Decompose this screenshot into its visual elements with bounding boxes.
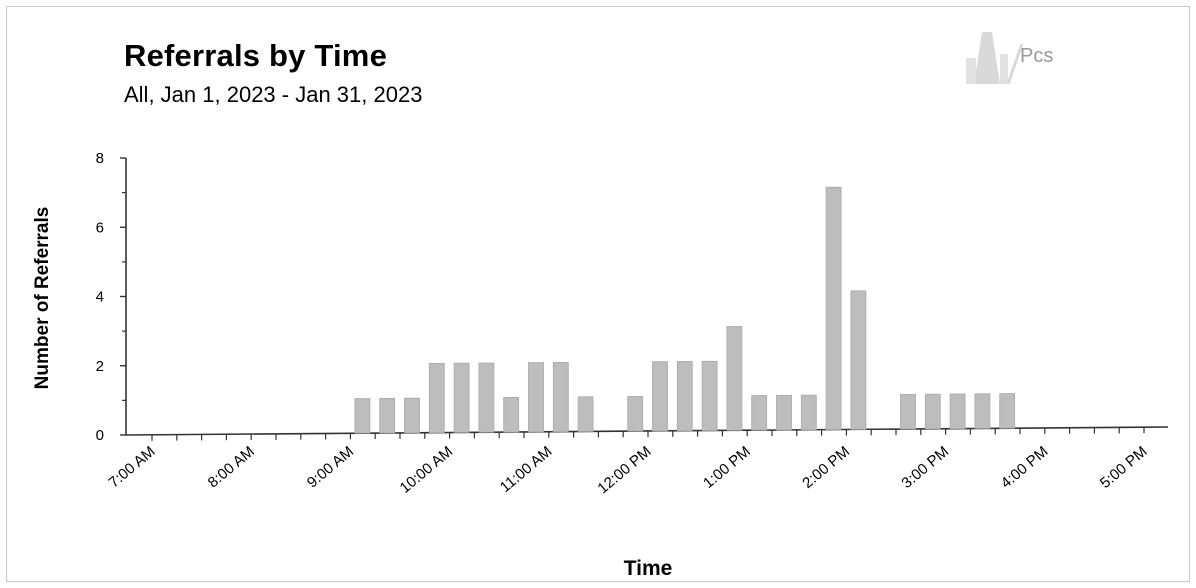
x-tick-label: 11:00 AM (497, 443, 556, 496)
bar (627, 396, 644, 432)
x-tick-label: 8:00 AM (205, 443, 258, 491)
logo-watermark-icon (966, 32, 1024, 85)
x-tick-label: 4:00 PM (998, 443, 1052, 492)
x-tick-label: 1:00 PM (700, 443, 754, 492)
bar (503, 397, 520, 433)
x-tick-label: 10:00 AM (397, 443, 456, 497)
chart-subtitle: All, Jan 1, 2023 - Jan 31, 2023 (124, 82, 423, 107)
bar (478, 362, 495, 433)
y-tick-label: 2 (96, 358, 104, 375)
bar (701, 360, 718, 431)
x-tick-label: 3:00 PM (898, 443, 952, 492)
bar (949, 393, 966, 430)
y-tick-label: 8 (96, 150, 104, 167)
y-axis-label: Number of Referrals (32, 207, 53, 390)
x-axis-label: Time (624, 557, 673, 580)
bar (652, 361, 668, 432)
bar (453, 362, 470, 433)
bar (528, 362, 544, 433)
bar (850, 290, 867, 430)
bar (676, 361, 693, 432)
chart-title: Referrals by Time (124, 38, 388, 73)
bar (900, 393, 916, 430)
bar (404, 397, 420, 434)
bar (354, 398, 371, 434)
chart-frame (6, 6, 1190, 582)
bar (924, 393, 941, 430)
x-tick-label: 7:00 AM (105, 443, 158, 491)
x-axis-line (125, 426, 1169, 436)
bar (379, 397, 396, 434)
bar (999, 393, 1016, 429)
bar (428, 362, 445, 434)
bar (974, 393, 991, 429)
bar (726, 326, 743, 431)
y-tick-label: 4 (96, 289, 104, 306)
bar (552, 362, 569, 433)
bar (800, 394, 817, 431)
x-tick-label: 5:00 PM (1097, 443, 1151, 492)
bar (751, 395, 768, 431)
x-tick-label: 9:00 AM (304, 443, 357, 491)
y-tick-label: 0 (96, 427, 104, 444)
bar (577, 396, 594, 432)
bar (825, 186, 842, 430)
y-tick-label: 6 (96, 219, 104, 236)
x-tick-label: 12:00 PM (594, 443, 654, 497)
logo-text: Pcs (1020, 45, 1054, 67)
bar (776, 394, 792, 431)
x-tick-label: 2:00 PM (799, 443, 853, 492)
